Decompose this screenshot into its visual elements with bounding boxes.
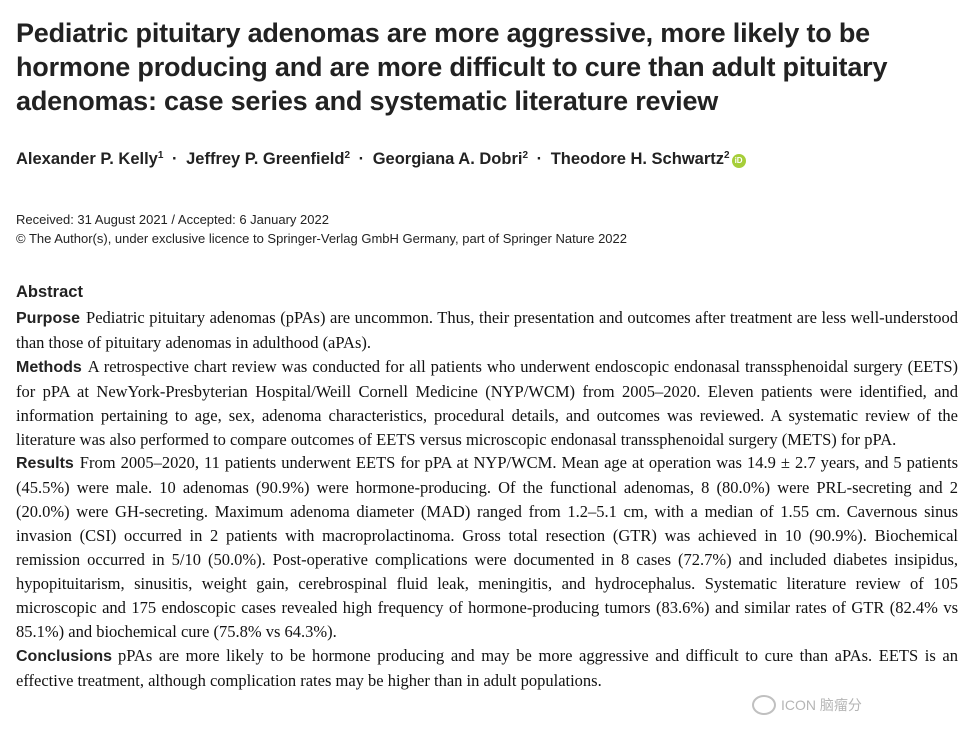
author-name: Alexander P. Kelly	[16, 150, 158, 168]
author-name: Theodore H. Schwartz	[550, 150, 724, 168]
copyright-notice: © The Author(s), under exclusive licence…	[16, 231, 627, 246]
author-affiliation: 2	[522, 150, 529, 161]
abstract-purpose: Purpose Pediatric pituitary adenomas (pPA…	[16, 306, 958, 355]
abstract-methods: Methods A retrospective chart review was …	[16, 355, 958, 452]
paper-title: Pediatric pituitary adenomas are more ag…	[16, 18, 888, 116]
section-label: Purpose	[16, 310, 81, 327]
section-text: pPAs are more likely to be hormone produ…	[16, 645, 958, 690]
author-affiliation: 2	[344, 150, 351, 161]
author-affiliation: 1	[157, 150, 164, 161]
author-name: Jeffrey P. Greenfield	[186, 150, 345, 168]
section-label: Conclusions	[16, 647, 113, 665]
abstract-body: Purpose Pediatric pituitary adenomas (pPA…	[16, 306, 958, 693]
section-text: Pediatric pituitary adenomas (pPAs) are …	[16, 308, 958, 352]
watermark-text: ICON 脑瘤分	[781, 697, 862, 713]
publication-info: Received: 31 August 2021 / Accepted: 6 J…	[16, 210, 916, 248]
author-list: Alexander P. Kelly1 · Jeffrey P. Greenfi…	[16, 150, 946, 169]
section-text: From 2005–2020, 11 patients underwent EE…	[16, 453, 958, 641]
abstract-conclusions: Conclusions pPAs are more likely to be ho…	[16, 644, 958, 693]
section-text: A retrospective chart review was conduct…	[16, 356, 958, 449]
author-name: Georgiana A. Dobri	[372, 150, 523, 168]
abstract-heading: Abstract	[16, 283, 83, 301]
wechat-icon	[752, 695, 776, 715]
author-separator: ·	[358, 150, 365, 168]
orcid-icon[interactable]: iD	[731, 154, 746, 168]
section-label: Results	[16, 455, 74, 473]
watermark: ICON 脑瘤分	[752, 693, 862, 717]
author-affiliation: 2	[724, 150, 730, 161]
author-separator: ·	[536, 150, 543, 168]
section-label: Methods	[16, 358, 82, 376]
author-separator: ·	[172, 150, 178, 168]
abstract-results: Results From 2005–2020, 11 patients under…	[16, 451, 958, 643]
received-accepted-dates: Received: 31 August 2021 / Accepted: 6 J…	[16, 212, 329, 227]
